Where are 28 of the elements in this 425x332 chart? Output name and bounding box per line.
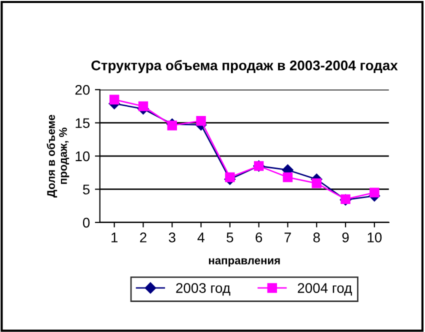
x-tick-label: 5	[226, 232, 234, 242]
x-tick-label: 2	[140, 232, 146, 242]
point	[282, 172, 293, 182]
point	[196, 116, 206, 126]
chart-title: Структура объема продаж в 2003-2004 годах	[91, 60, 398, 74]
legend-label: 2004 год	[298, 283, 352, 296]
point	[167, 120, 177, 130]
point	[370, 188, 380, 198]
y-tick-label: 5	[82, 184, 90, 194]
point	[109, 94, 120, 104]
x-tick-label: 8	[313, 232, 320, 242]
y-tick-label: 20	[75, 84, 90, 95]
x-tick-label: 9	[342, 232, 349, 242]
x-axis-title: направления	[208, 258, 280, 267]
x-tick-label: 6	[256, 232, 262, 242]
x-tick-label: 4	[197, 232, 204, 242]
x-tick-label: 1	[112, 232, 118, 242]
point	[312, 178, 322, 188]
legend-label: 2003 год	[176, 283, 230, 296]
y-tick-label: 15	[76, 118, 90, 128]
x-tick-label: 10	[368, 232, 382, 242]
point	[138, 101, 148, 112]
x-tick-label: 7	[284, 232, 291, 242]
y-axis-title: Доля в объеме продаж, %	[46, 114, 70, 198]
y-tick-label: 10	[76, 151, 90, 162]
y-tick-label: 0	[82, 218, 90, 228]
x-tick-label: 3	[168, 232, 176, 242]
point	[225, 172, 235, 182]
